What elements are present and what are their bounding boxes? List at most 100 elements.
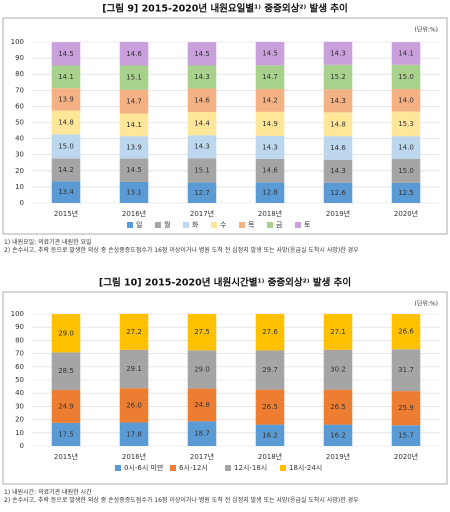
x-tick-label: 2019년: [326, 209, 350, 218]
bar-segment: [119, 313, 149, 350]
note: 1) 내원시간: 의료기관 내원한 시간: [4, 489, 92, 496]
data-label: 14.5: [126, 166, 142, 174]
data-label: 14.6: [262, 167, 278, 175]
bar-segment: [187, 314, 217, 351]
bar-segment: [323, 424, 353, 446]
data-label: 29.7: [262, 366, 278, 374]
data-label: 12.6: [330, 189, 346, 197]
data-label: 14.3: [262, 143, 278, 151]
data-label: 27.6: [262, 328, 278, 336]
bar-segment: [51, 42, 81, 66]
data-label: 29.0: [194, 365, 210, 373]
legend-swatch: [280, 465, 286, 471]
notes: 1) 내원요일: 의료기관 내원한 요일 2) 손수사고, 추락 등으로 발생한…: [4, 239, 444, 255]
note: 2) 손수사고, 추락 등으로 발생한 외상 중 손상중증도점수가 16점 이상…: [4, 497, 359, 504]
bar-segment: [187, 112, 217, 136]
bar-segment: [119, 181, 149, 203]
y-tick-label: 40: [15, 135, 24, 143]
bar-segment: [51, 314, 81, 353]
x-tick-label: 2016년: [122, 452, 146, 461]
legend-label: 화: [192, 221, 199, 229]
bar-segment: [323, 389, 353, 425]
y-tick-label: 70: [15, 86, 24, 94]
chart-title: [그림 9] 2015-2020년 내원요일별¹⁾ 중증외상²⁾ 발생 추이: [102, 3, 348, 15]
data-label: 18.7: [194, 430, 210, 438]
data-label: 14.1: [398, 50, 414, 58]
data-label: 14.7: [126, 98, 142, 106]
data-label: 15.0: [398, 73, 414, 81]
y-tick-label: 50: [15, 376, 24, 384]
bar-segment: [187, 135, 217, 159]
bar-segment: [323, 41, 353, 65]
bar-segment: [255, 42, 285, 66]
legend-swatch: [295, 222, 301, 228]
data-label: 14.9: [262, 120, 278, 128]
bar-segment: [51, 134, 81, 159]
bar-segment: [51, 181, 81, 203]
bar-segment: [187, 88, 217, 113]
bar-segment: [255, 135, 285, 159]
y-tick-label: 30: [15, 402, 24, 410]
y-tick-label: 60: [15, 363, 24, 371]
bar-segment: [255, 89, 285, 112]
x-tick-label: 2018년: [258, 452, 282, 461]
bar-segment: [391, 391, 421, 426]
data-label: 17.8: [126, 430, 142, 438]
bar-segment: [187, 421, 217, 446]
y-tick-label: 90: [15, 54, 24, 62]
legend-swatch: [155, 222, 161, 228]
data-label: 28.5: [58, 367, 74, 375]
data-label: 26.0: [126, 401, 142, 409]
data-label: 14.5: [58, 50, 74, 58]
notes: 1) 내원시간: 의료기관 내원한 시간 2) 손수사고, 추락 등으로 발생한…: [4, 489, 444, 505]
bar-segment: [119, 422, 149, 446]
bar-segment: [51, 422, 81, 446]
bar-segment: [323, 64, 353, 90]
legend-label: 12시-18시: [234, 464, 267, 472]
data-label: 15.2: [330, 73, 346, 81]
data-label: 13.9: [58, 95, 74, 103]
data-label: 14.3: [194, 143, 210, 151]
legend-label: 토: [304, 221, 311, 229]
data-label: 15.7: [398, 432, 414, 440]
x-tick-label: 2018년: [258, 209, 282, 218]
bar-segment: [255, 350, 285, 390]
bar-segment: [323, 89, 353, 113]
data-label: 26.5: [262, 403, 278, 411]
y-tick-label: 20: [15, 167, 24, 175]
bar-segment: [187, 350, 217, 389]
legend-swatch: [211, 222, 217, 228]
bar-segment: [187, 388, 217, 422]
x-tick-label: 2017년: [190, 209, 214, 218]
chart: [그림 9] 2015-2020년 내원요일별¹⁾ 중증외상²⁾ 발생 추이 (…: [2, 3, 448, 235]
y-tick-label: 100: [11, 310, 24, 318]
data-label: 27.1: [330, 328, 346, 336]
bar-segment: [391, 349, 421, 392]
data-label: 14.8: [330, 120, 346, 128]
y-tick-label: 100: [11, 38, 24, 46]
bar-segment: [255, 111, 285, 136]
bar-segment: [119, 65, 149, 90]
bar-segment: [255, 182, 285, 203]
bar-segment: [255, 314, 285, 351]
bar-segment: [119, 42, 149, 66]
y-tick-label: 20: [15, 416, 24, 424]
data-label: 31.7: [398, 366, 414, 374]
data-label: 15.3: [398, 120, 414, 128]
x-tick-label: 2015년: [54, 209, 78, 218]
data-label: 12.8: [262, 189, 278, 197]
legend-swatch: [267, 222, 273, 228]
data-label: 14.8: [58, 119, 74, 127]
y-tick-label: 80: [15, 336, 24, 344]
data-label: 14.5: [262, 50, 278, 58]
legend-swatch: [127, 222, 133, 228]
x-tick-label: 2017년: [190, 452, 214, 461]
data-label: 14.2: [58, 166, 74, 174]
bar-segment: [391, 425, 421, 446]
bar-segment: [119, 136, 149, 159]
bar-segment: [391, 136, 421, 159]
data-label: 17.5: [58, 430, 74, 438]
data-label: 13.9: [126, 143, 142, 151]
bar-segment: [119, 113, 149, 137]
